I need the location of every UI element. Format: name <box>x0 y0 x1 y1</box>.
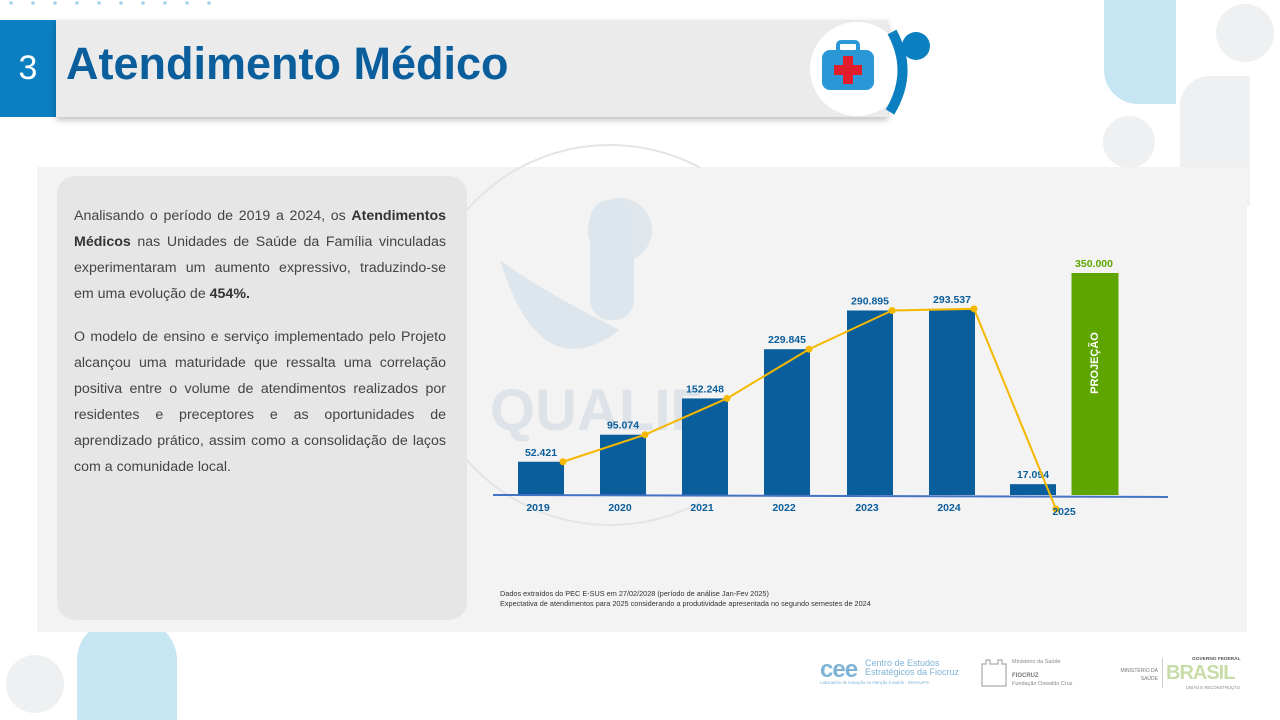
trend-point-2023 <box>888 306 896 314</box>
data-label-2019: 52.421 <box>525 447 557 459</box>
first-aid-kit-icon <box>822 29 930 115</box>
bar-2022 <box>764 349 810 495</box>
trend-point-2024 <box>970 305 978 313</box>
bar-chart: 52.421 95.074 152.248 229.845 290.895 293.537… <box>492 258 1169 518</box>
data-label-2023: 290.895 <box>851 295 889 307</box>
summary-text-2: nas Unidades de Saúde da Família vincula… <box>74 234 446 302</box>
decorative-shape <box>1104 0 1176 104</box>
ms-line: Ministério da Saúde <box>1012 659 1061 665</box>
watermark-logo: QUALIFICA APS <box>440 144 700 526</box>
data-label-2020: 95.074 <box>607 420 639 432</box>
data-label-2021: 152.248 <box>686 383 724 395</box>
bar-2019 <box>518 461 564 495</box>
page-title: Atendimento Médico <box>66 38 509 89</box>
bar-2021 <box>682 398 728 495</box>
x-tick-label-2021: 2021 <box>690 502 714 514</box>
bar-2023 <box>847 310 893 495</box>
summary-text-bold-1: Atendimentos Médicos <box>74 208 446 250</box>
watermark-text: QUALIFICA APS <box>490 378 700 443</box>
cee-logo-mark: cee <box>820 656 858 683</box>
trend-point-2019 <box>559 458 567 466</box>
header-bar <box>56 20 888 117</box>
data-label-projection: 350.000 <box>1075 258 1113 270</box>
projection-series-label: PROJEÇÃO <box>1088 332 1101 394</box>
decorative-circle <box>1103 116 1155 168</box>
gov-tagline: UNIÃO E RECONSTRUÇÃO <box>1186 685 1240 690</box>
section-number: 3 <box>0 20 56 117</box>
trend-point-2025 <box>1052 505 1060 513</box>
x-tick-label-2023: 2023 <box>855 502 879 514</box>
decorative-shape <box>77 620 177 720</box>
footnote-1: Dados extraídos do PEC E-SUS em 27/02/20… <box>500 589 769 598</box>
x-axis-line <box>492 494 1169 498</box>
x-tick-label-2019: 2019 <box>526 502 550 514</box>
cee-line-1: Centro de Estudos <box>865 658 940 668</box>
summary-text-1: Analisando o período de 2019 a 2024, os <box>74 208 352 224</box>
bar-projection <box>1071 273 1119 495</box>
decorative-dots <box>0 0 220 6</box>
cee-line-2: Estratégicos da Fiocruz <box>865 667 960 677</box>
trend-point-2021 <box>723 394 731 402</box>
footnotes: Dados extraídos do PEC E-SUS em 27/02/20… <box>500 589 871 609</box>
text-card <box>57 176 467 620</box>
gov-brasil: BRASIL <box>1166 662 1235 684</box>
bar-2025 <box>1010 484 1056 495</box>
bar-2020 <box>600 434 646 495</box>
paragraph-model: O modelo de ensino e serviço implementad… <box>74 329 446 475</box>
fiocruz-full-name: Fundação Oswaldo Cruz <box>1012 681 1073 687</box>
fiocruz-logo: Ministério da Saúde FIOCRUZ Fundação Osw… <box>980 656 1090 690</box>
bar-2024 <box>929 308 975 495</box>
paragraph-summary: Analisando o período de 2019 a 2024, os … <box>74 203 446 307</box>
castle-icon <box>981 659 1007 687</box>
summary-text-bold-2: 454%. <box>209 286 250 302</box>
cee-logo: cee Centro de Estudos Estratégicos da Fi… <box>820 656 960 688</box>
x-tick-label-2024: 2024 <box>937 502 961 514</box>
footnote-2: Expectativa de atendimentos para 2025 co… <box>500 599 871 608</box>
x-tick-label-2025: 2025 <box>1052 506 1076 518</box>
gov-federal: GOVERNO FEDERAL <box>1192 657 1241 662</box>
decorative-circle <box>6 655 64 713</box>
badge <box>810 22 930 116</box>
fiocruz-name: FIOCRUZ <box>1012 673 1039 679</box>
trend-point-2020 <box>641 431 649 439</box>
x-tick-label-2020: 2020 <box>608 502 632 514</box>
data-label-2022: 229.845 <box>768 334 806 346</box>
trend-point-2022 <box>805 345 813 353</box>
x-tick-label-2022: 2022 <box>772 502 796 514</box>
cee-line-3: Laboratório de Inovação na Atenção à Saú… <box>820 680 929 685</box>
decorative-circle <box>1216 4 1274 62</box>
gov-ministry: MINISTÉRIO DA SAÚDE <box>1120 668 1158 682</box>
gov-divider <box>1162 658 1163 688</box>
data-label-2024: 293.537 <box>933 294 971 306</box>
gov-logo: MINISTÉRIO DA SAÚDE GOVERNO FEDERAL BRAS… <box>1108 656 1243 690</box>
